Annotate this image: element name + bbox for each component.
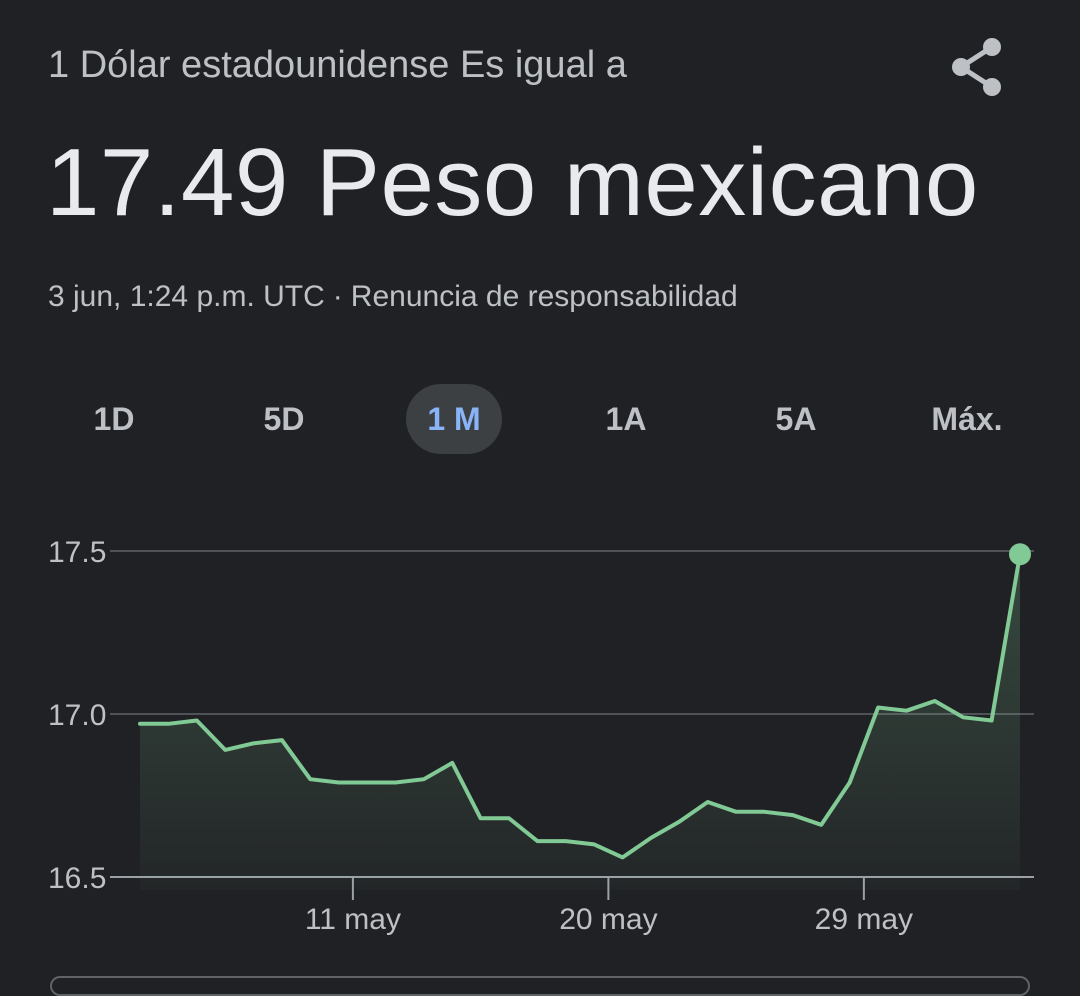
x-tick-label: 20 may bbox=[559, 903, 657, 936]
tab-5d[interactable]: 5D bbox=[263, 401, 305, 437]
x-tick-label: 11 may bbox=[305, 903, 401, 936]
separator-dot: · bbox=[332, 280, 343, 313]
tab-5a[interactable]: 5A bbox=[775, 401, 817, 437]
tab-1d[interactable]: 1D bbox=[93, 401, 135, 437]
conversion-subtitle: 1 Dólar estadounidense Es igual a bbox=[48, 44, 627, 86]
tab-max[interactable]: Máx. bbox=[931, 401, 1003, 437]
y-tick-label: 17.0 bbox=[48, 699, 106, 732]
tab-1m[interactable]: 1 M bbox=[406, 384, 502, 454]
converted-value: 17.49 Peso mexicano bbox=[46, 129, 979, 236]
timestamp-line: 3 jun, 1:24 p.m. UTC · Renuncia de respons… bbox=[48, 280, 738, 314]
timestamp: 3 jun, 1:24 p.m. UTC bbox=[48, 280, 325, 313]
exchange-rate-chart[interactable]: 17.5 17.0 16.5 11 may 20 may 29 may bbox=[0, 500, 1080, 960]
share-icon bbox=[952, 38, 1001, 96]
share-button[interactable] bbox=[944, 34, 1010, 100]
y-tick-label: 17.5 bbox=[48, 536, 106, 569]
series-line bbox=[138, 552, 1022, 860]
next-card-edge bbox=[50, 976, 1030, 996]
tab-1a[interactable]: 1A bbox=[605, 401, 647, 437]
time-range-tabs: 1D 5D 1 M 1A 5A Máx. bbox=[0, 384, 1080, 454]
x-tick-label: 29 may bbox=[815, 903, 913, 936]
latest-point bbox=[1009, 543, 1031, 566]
series-area bbox=[140, 554, 1020, 890]
y-tick-label: 16.5 bbox=[48, 862, 106, 895]
disclaimer-link[interactable]: Renuncia de responsabilidad bbox=[350, 280, 738, 313]
